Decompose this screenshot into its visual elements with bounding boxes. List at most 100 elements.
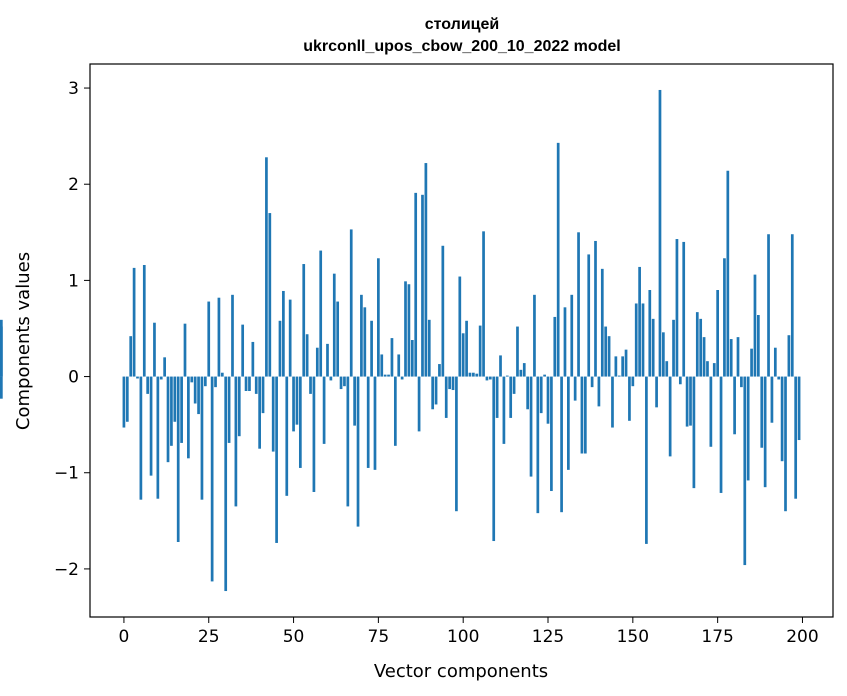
bar-53 <box>302 264 306 377</box>
bar-60 <box>326 343 329 377</box>
bar-189 <box>763 376 767 488</box>
bar-107 <box>485 376 489 381</box>
bar-77 <box>383 374 387 377</box>
bar-126 <box>550 376 553 492</box>
y-tick-label: 2 <box>68 175 79 195</box>
bar-116 <box>516 326 519 377</box>
bar-68 <box>353 376 356 426</box>
bar-40 <box>258 376 261 449</box>
bar-152 <box>638 266 641 377</box>
bar-82 <box>400 376 404 380</box>
bar-134 <box>577 232 580 377</box>
x-tick-label: 200 <box>786 627 818 647</box>
bar-10 <box>156 376 160 499</box>
bar-30 <box>224 376 228 592</box>
bar-7 <box>146 376 150 394</box>
bar-81 <box>397 354 401 377</box>
x-tick-label: 50 <box>283 627 305 647</box>
bar-35 <box>241 324 245 377</box>
bar-191 <box>770 376 774 423</box>
bar-123 <box>539 376 543 414</box>
bar-92 <box>434 376 438 405</box>
bars-group <box>0 89 801 592</box>
x-tick-label: 150 <box>617 627 649 647</box>
chart-title-line-1: столицей <box>425 16 499 33</box>
bar-86 <box>414 192 418 377</box>
bar-23 <box>200 376 204 500</box>
bar-96 <box>448 376 451 390</box>
bar-187 <box>757 315 760 377</box>
bar-148 <box>624 349 628 377</box>
bar-176 <box>719 376 723 493</box>
bar-9 <box>153 322 156 377</box>
bar-158 <box>658 89 662 377</box>
bar-117 <box>519 369 523 377</box>
bar-156 <box>651 318 655 377</box>
bar-166 <box>685 376 689 427</box>
bar-130 <box>563 307 567 377</box>
bar-85 <box>410 340 414 377</box>
bar-131 <box>567 376 570 470</box>
bar-41 <box>261 376 265 414</box>
bar-54 <box>305 334 309 377</box>
bar-163 <box>675 239 679 377</box>
bar-195 <box>784 376 787 512</box>
bar-182 <box>740 376 743 388</box>
bar-61 <box>329 376 333 381</box>
bar-94 <box>441 245 445 377</box>
y-tick-label: 0 <box>68 368 79 388</box>
bar-34 <box>237 376 241 437</box>
bar-143 <box>607 336 611 377</box>
bar-120 <box>529 376 533 477</box>
chart-title-line-2: ukrconll_upos_cbow_200_10_2022 model <box>303 38 620 55</box>
bar-62 <box>332 273 336 377</box>
bar-98 <box>455 376 458 512</box>
bar-177 <box>723 258 726 377</box>
bar-20 <box>190 376 194 383</box>
bar-2 <box>129 336 133 377</box>
bar-42 <box>265 157 268 377</box>
bar-24 <box>203 376 207 387</box>
bar-103 <box>472 372 475 377</box>
bar-109 <box>492 376 496 542</box>
bar-5 <box>139 376 143 500</box>
bar-142 <box>604 326 608 377</box>
bar-59 <box>322 376 326 444</box>
bar-145 <box>614 356 618 377</box>
bar-129 <box>560 376 563 513</box>
bar-144 <box>611 376 614 428</box>
bar-50 <box>292 376 295 432</box>
bar-140 <box>597 376 601 407</box>
bar-100 <box>461 333 465 377</box>
bar-133 <box>573 376 577 401</box>
bar-91 <box>431 376 435 410</box>
bar-4 <box>136 376 139 379</box>
bar-104 <box>475 373 479 377</box>
bar-199 <box>797 376 801 441</box>
bar-71 <box>363 307 367 377</box>
bar-65 <box>343 376 346 387</box>
bar-128 <box>556 142 560 377</box>
x-axis-ticks: 0 25 50 75 100 125 150 175 200 <box>119 617 819 647</box>
y-tick-label: 1 <box>68 271 79 291</box>
bar-58 <box>319 250 323 377</box>
bar-151 <box>634 303 638 377</box>
bar-22 <box>197 376 200 415</box>
bar-52 <box>298 376 302 468</box>
bar-121 <box>533 294 536 377</box>
bar-33 <box>234 376 238 507</box>
bar-161 <box>668 376 672 457</box>
bar-178 <box>726 170 730 377</box>
bar-17 <box>180 376 183 443</box>
bar-12 <box>163 357 166 377</box>
bar-26 <box>210 376 214 582</box>
bar-90 <box>427 319 431 377</box>
bar-6 <box>142 265 146 377</box>
bar-124 <box>543 374 546 377</box>
bar-168 <box>692 376 696 489</box>
bar-63 <box>336 301 340 377</box>
x-tick-label: 125 <box>532 627 564 647</box>
bar-114 <box>509 376 513 418</box>
y-tick-label: −1 <box>54 464 79 484</box>
bar-48 <box>285 376 289 496</box>
